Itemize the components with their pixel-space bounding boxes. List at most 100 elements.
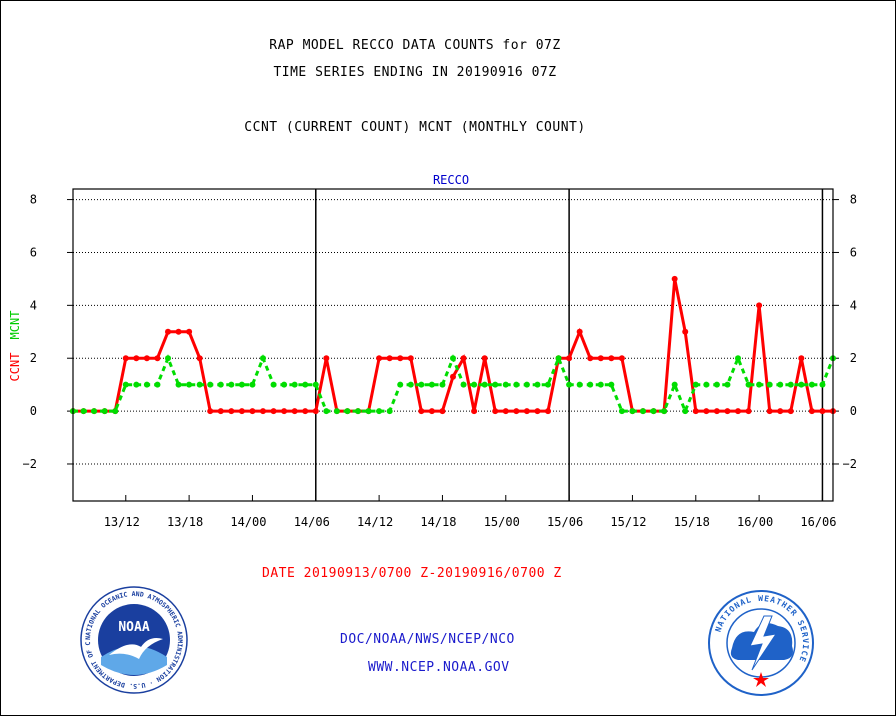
data-point-ccnt <box>133 355 140 362</box>
data-point-ccnt <box>386 355 393 362</box>
data-point-ccnt <box>777 408 784 415</box>
noaa-logo: NOAA NATIONAL OCEANIC AND ATMOSPHERIC AD… <box>79 585 188 694</box>
data-point-ccnt <box>175 328 182 335</box>
data-point-mcnt <box>302 381 309 388</box>
x-tick-label: 15/06 <box>547 515 583 529</box>
x-tick-label: 15/18 <box>674 515 710 529</box>
title-line-3: CCNT (CURRENT COUNT) MCNT (MONTHLY COUNT… <box>244 120 586 135</box>
y-axis-label-ccnt: CCNT <box>8 353 22 382</box>
data-point-mcnt <box>471 381 478 388</box>
nws-logo: NATIONAL WEATHER SERVICE <box>708 590 814 696</box>
data-point-ccnt <box>207 408 214 415</box>
data-point-ccnt <box>502 408 509 415</box>
data-point-ccnt <box>439 408 446 415</box>
title-line-1: RAP MODEL RECCO DATA COUNTS for 07Z <box>269 38 561 53</box>
data-point-mcnt <box>333 408 340 415</box>
chart-title: RECCO <box>433 173 469 187</box>
data-point-mcnt <box>175 381 182 388</box>
data-point-mcnt <box>534 381 541 388</box>
recco-chart: RECCO CCNT MCNT −2 −2 0 0 2 2 4 4 6 6 8 8 13/12 13/18… <box>8 173 857 529</box>
y-axis-label-mcnt: MCNT <box>8 311 22 340</box>
x-tick-label: 14/12 <box>357 515 393 529</box>
data-point-ccnt <box>523 408 530 415</box>
website-link[interactable]: WWW.NCEP.NOAA.GOV <box>368 660 510 675</box>
data-point-ccnt <box>249 408 256 415</box>
data-point-mcnt <box>555 355 562 362</box>
data-point-ccnt <box>291 408 298 415</box>
data-point-mcnt <box>735 355 741 362</box>
data-point-mcnt <box>777 381 784 388</box>
data-point-ccnt <box>745 408 752 415</box>
y-tick-label-left: 4 <box>30 298 37 312</box>
series-line-ccnt <box>73 278 833 413</box>
data-point-mcnt <box>228 381 235 388</box>
data-point-mcnt <box>428 381 435 388</box>
data-point-mcnt <box>671 381 678 388</box>
data-point-ccnt <box>481 355 488 362</box>
data-point-ccnt <box>281 408 288 415</box>
data-point-mcnt <box>576 381 583 388</box>
date-range-label: DATE 20190913/0700 Z-20190916/0700 Z <box>262 566 562 581</box>
data-point-ccnt <box>323 355 330 362</box>
x-tick-label: 14/06 <box>294 515 330 529</box>
data-point-ccnt <box>692 408 699 415</box>
data-point-mcnt <box>355 408 361 415</box>
data-point-ccnt <box>787 408 794 415</box>
data-point-mcnt <box>492 381 499 388</box>
y-tick-label-left: 0 <box>30 404 37 418</box>
data-point-ccnt <box>576 328 583 335</box>
data-point-mcnt <box>523 381 530 388</box>
data-point-mcnt <box>640 408 646 415</box>
data-point-mcnt <box>819 381 826 388</box>
data-point-ccnt <box>766 408 773 415</box>
data-point-ccnt <box>819 408 826 415</box>
x-tick-label: 16/06 <box>800 515 836 529</box>
data-point-ccnt <box>492 408 499 415</box>
data-point-mcnt <box>766 381 773 388</box>
data-point-mcnt <box>682 408 689 415</box>
data-point-ccnt <box>186 328 193 335</box>
data-point-mcnt <box>217 381 224 388</box>
data-point-mcnt <box>101 408 108 415</box>
data-point-mcnt <box>798 381 805 388</box>
y-tick-label-right: 4 <box>850 298 857 312</box>
data-point-mcnt <box>165 355 171 362</box>
data-point-mcnt <box>186 381 193 388</box>
data-point-mcnt <box>323 408 330 415</box>
data-point-ccnt <box>154 355 161 362</box>
data-point-ccnt <box>471 408 478 415</box>
data-point-mcnt <box>439 381 446 388</box>
y-tick-label-right: 0 <box>850 404 857 418</box>
x-tick-label: 14/18 <box>420 515 456 529</box>
data-point-ccnt <box>270 408 277 415</box>
data-point-mcnt <box>418 381 425 388</box>
x-tick-label: 14/00 <box>230 515 266 529</box>
plot-border <box>72 188 834 502</box>
data-point-ccnt <box>682 328 689 335</box>
data-point-ccnt <box>798 355 805 362</box>
data-point-ccnt <box>724 408 731 415</box>
data-point-mcnt <box>566 381 573 388</box>
data-point-mcnt <box>386 408 393 415</box>
data-point-mcnt <box>122 381 129 388</box>
data-point-mcnt <box>808 381 815 388</box>
data-point-mcnt <box>143 381 150 388</box>
data-point-mcnt <box>344 408 351 415</box>
x-tick-label: 15/00 <box>484 515 520 529</box>
data-point-mcnt <box>112 408 119 415</box>
data-point-mcnt <box>756 381 763 388</box>
data-point-mcnt <box>745 381 752 388</box>
data-point-mcnt <box>407 381 414 388</box>
data-point-mcnt <box>502 381 509 388</box>
data-point-mcnt <box>661 408 668 415</box>
data-point-mcnt <box>608 381 615 388</box>
x-tick-label: 13/12 <box>104 515 140 529</box>
data-point-mcnt <box>91 408 98 415</box>
data-point-mcnt <box>281 381 288 388</box>
data-point-mcnt <box>207 381 214 388</box>
data-point-mcnt <box>724 381 731 388</box>
y-tick-label-right: 2 <box>850 351 857 365</box>
data-point-mcnt <box>238 381 245 388</box>
data-point-ccnt <box>460 355 467 362</box>
data-point-mcnt <box>650 408 657 415</box>
